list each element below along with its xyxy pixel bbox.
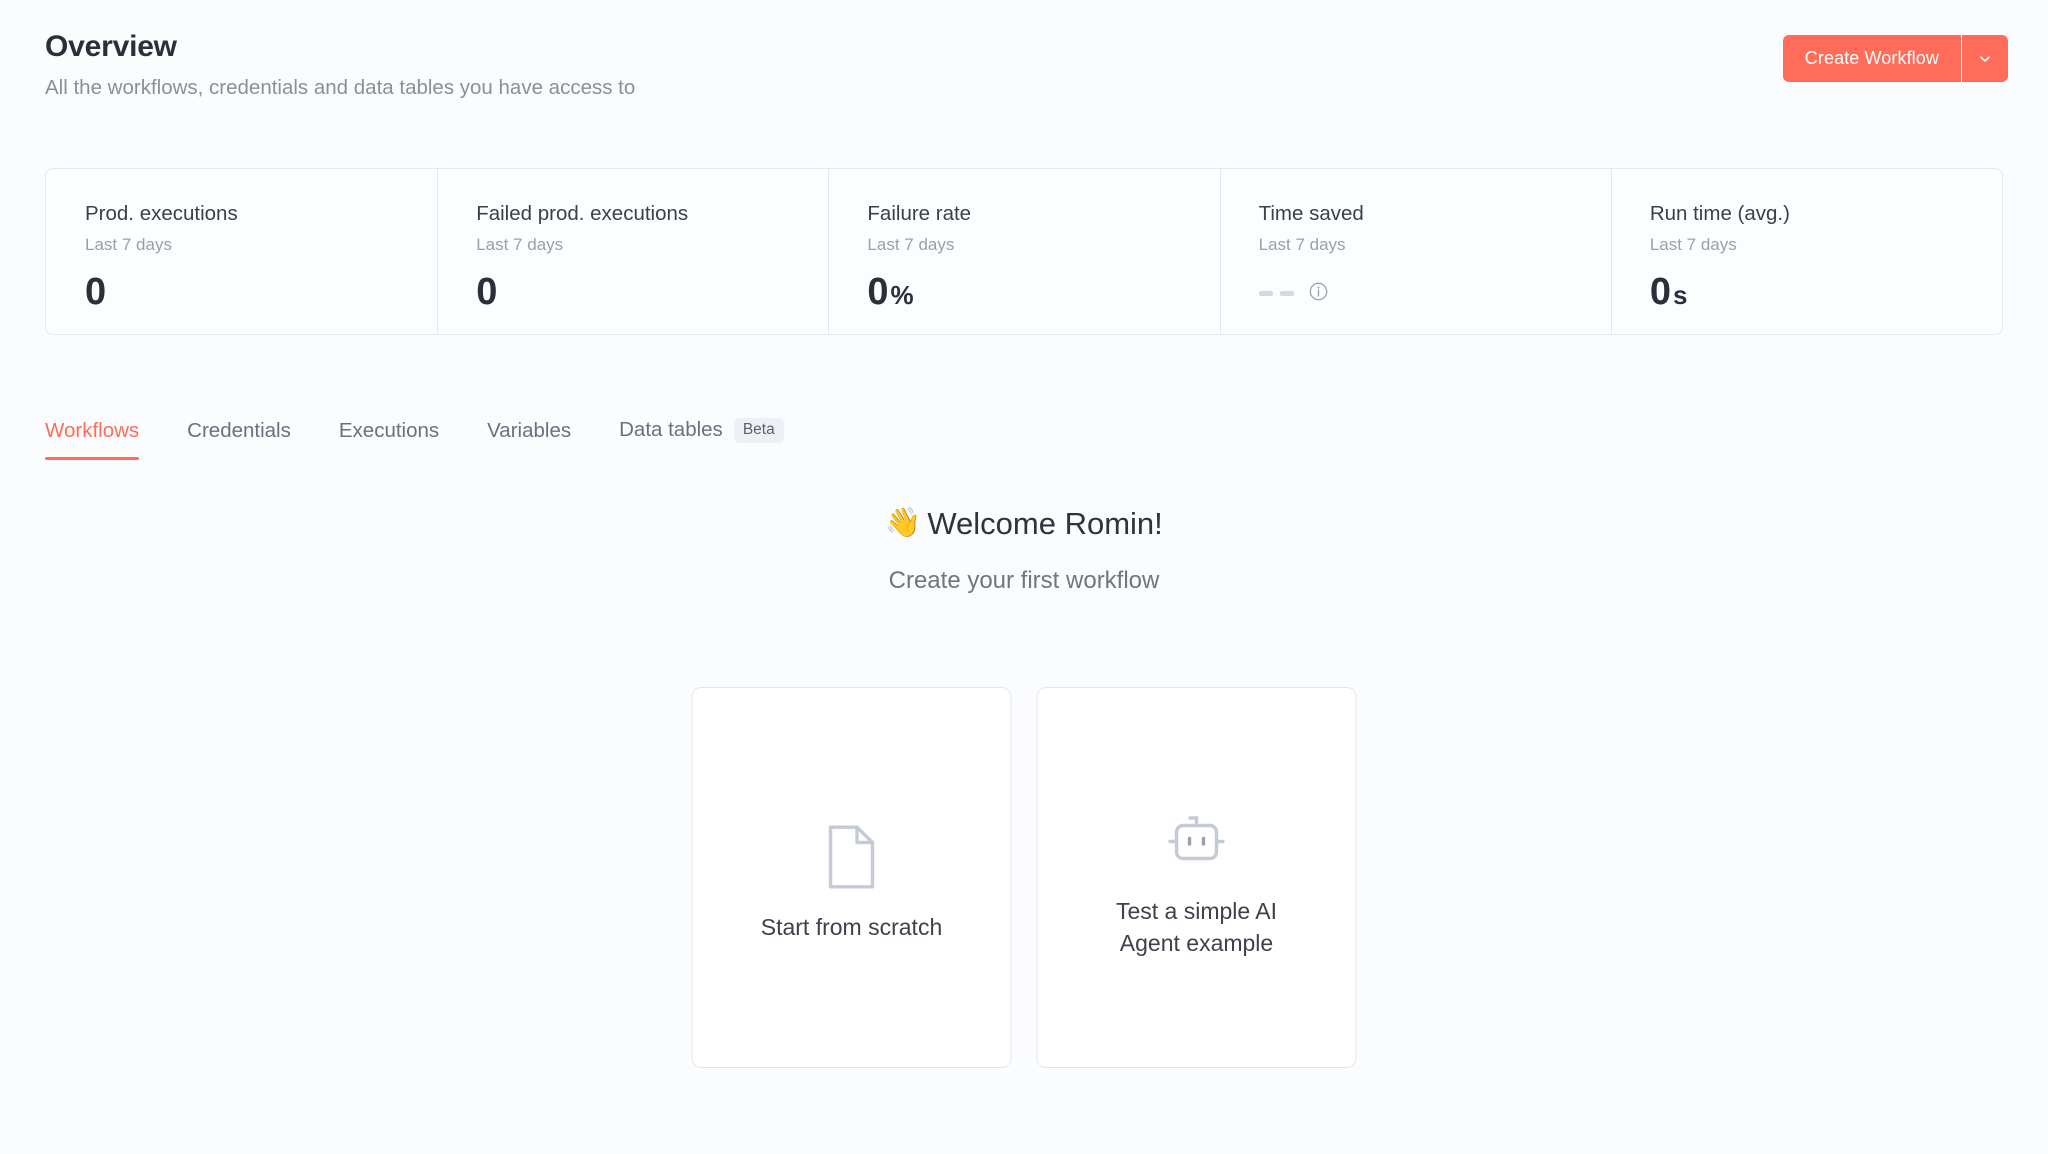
stat-period: Last 7 days xyxy=(476,234,564,254)
tab-label: Data tables xyxy=(619,418,723,442)
page-subtitle: All the workflows, credentials and data … xyxy=(45,75,636,99)
stat-period: Last 7 days xyxy=(1649,234,1737,254)
stat-value-number: 0 xyxy=(1649,270,1671,313)
stat-value-number: 0 xyxy=(85,270,107,313)
stat-card-time-saved: Time saved Last 7 days xyxy=(1219,169,1611,334)
page-header: Overview All the workflows, credentials … xyxy=(45,28,2008,101)
stat-card-prod-executions: Prod. executions Last 7 days 0 xyxy=(46,169,437,334)
stat-value-number: 0 xyxy=(476,270,498,313)
ai-agent-example-card[interactable]: Test a simple AI Agent example xyxy=(1036,687,1357,1068)
stat-period: Last 7 days xyxy=(1258,234,1346,254)
waving-hand-icon: 👋 xyxy=(885,507,922,540)
stat-value: 0 xyxy=(85,273,437,311)
stat-label: Run time (avg.) xyxy=(1649,202,1790,225)
stat-card-failed-prod-executions: Failed prod. executions Last 7 days 0 xyxy=(437,169,828,334)
stat-value-unit: % xyxy=(890,279,914,310)
tab-label: Credentials xyxy=(187,418,291,442)
stat-value-number: 0 xyxy=(867,270,889,313)
action-card-label: Test a simple AI Agent example xyxy=(1115,898,1278,956)
stat-value-placeholder xyxy=(1258,277,1611,311)
header-text-block: Overview All the workflows, credentials … xyxy=(45,28,635,101)
robot-icon xyxy=(1162,796,1232,886)
tab-data-tables[interactable]: Data tables Beta xyxy=(595,418,808,460)
welcome-title: 👋 Welcome Romin! xyxy=(885,505,1163,542)
stat-value-unit: s xyxy=(1672,279,1688,310)
tab-label: Executions xyxy=(338,418,440,442)
tab-label: Workflows xyxy=(45,418,140,442)
button-divider xyxy=(1961,35,1962,82)
file-document-icon xyxy=(825,812,879,902)
create-workflow-dropdown-button[interactable] xyxy=(1962,35,2008,82)
stat-card-failure-rate: Failure rate Last 7 days 0 % xyxy=(828,169,1219,334)
stat-period: Last 7 days xyxy=(867,234,955,254)
info-circle-icon[interactable] xyxy=(1308,281,1329,307)
empty-state: 👋 Welcome Romin! Create your first workf… xyxy=(0,505,2048,595)
content-tabs: Workflows Credentials Executions Variabl… xyxy=(45,418,808,460)
stat-value: 0 s xyxy=(1650,273,2002,311)
stat-card-run-time-avg: Run time (avg.) Last 7 days 0 s xyxy=(1610,169,2002,334)
welcome-title-text: Welcome Romin! xyxy=(927,506,1163,541)
tab-variables[interactable]: Variables xyxy=(463,419,595,460)
create-workflow-button[interactable]: Create Workflow xyxy=(1782,35,1961,82)
start-from-scratch-card[interactable]: Start from scratch xyxy=(691,687,1012,1068)
empty-value-dashes xyxy=(1258,291,1294,297)
stat-label: Prod. executions xyxy=(85,202,238,225)
starter-action-cards: Start from scratch Test a simple AI Agen… xyxy=(691,687,1357,1068)
action-card-label: Start from scratch xyxy=(760,913,943,940)
tab-label: Variables xyxy=(487,418,572,442)
stat-value: 0 % xyxy=(867,273,1219,311)
tab-credentials[interactable]: Credentials xyxy=(163,419,315,460)
stat-label: Failure rate xyxy=(867,202,972,225)
welcome-subtitle: Create your first workflow xyxy=(888,567,1160,595)
page-title: Overview xyxy=(45,30,177,63)
stat-label: Time saved xyxy=(1258,202,1364,225)
create-workflow-button-group[interactable]: Create Workflow xyxy=(1782,35,2008,82)
beta-badge: Beta xyxy=(733,418,784,443)
stat-period: Last 7 days xyxy=(85,234,172,254)
tab-workflows[interactable]: Workflows xyxy=(45,419,163,460)
chevron-down-icon xyxy=(1977,51,1993,67)
stats-summary-bar: Prod. executions Last 7 days 0 Failed pr… xyxy=(45,168,2003,335)
stat-value: 0 xyxy=(476,273,828,311)
stat-label: Failed prod. executions xyxy=(476,202,689,225)
tab-executions[interactable]: Executions xyxy=(315,419,463,460)
